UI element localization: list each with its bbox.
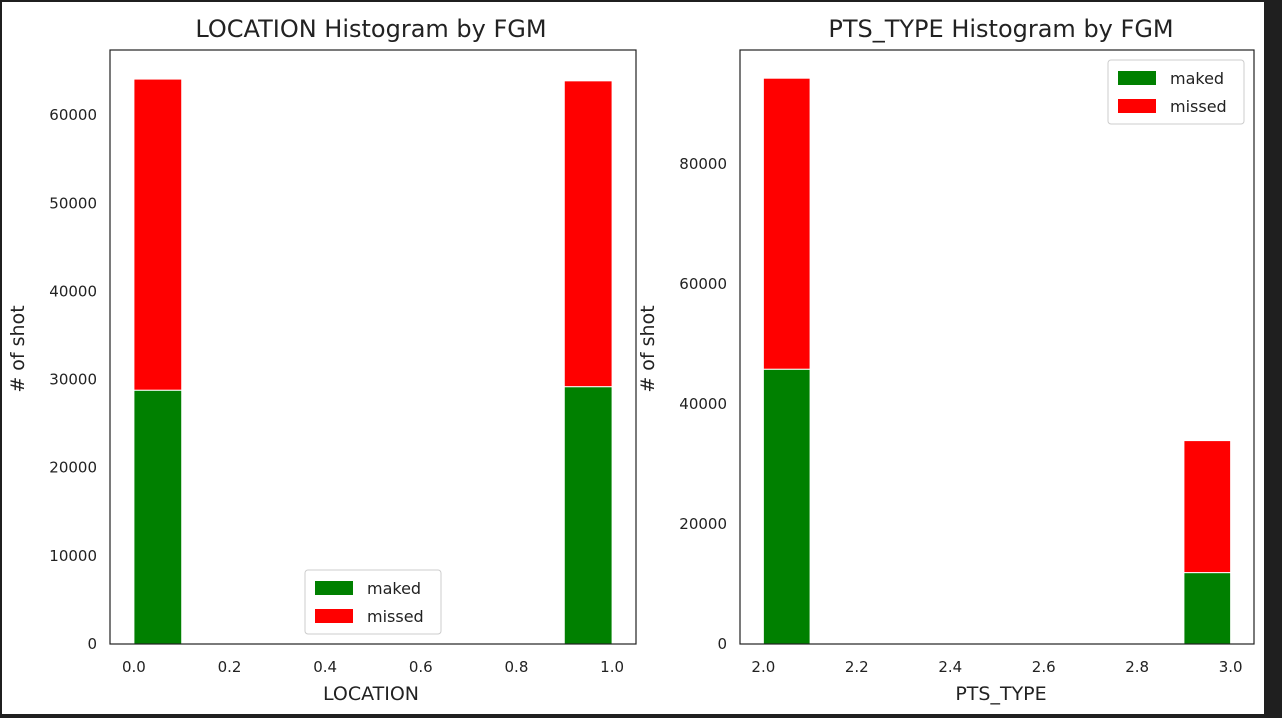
- y-tick-label: 0: [87, 635, 97, 653]
- x-tick-label: 2.2: [845, 658, 869, 676]
- x-tick-label: 0.6: [409, 658, 433, 676]
- y-tick-label: 20000: [679, 515, 727, 533]
- legend-swatch-maked: [315, 581, 353, 595]
- x-ticks: 2.0 2.2 2.4 2.6 2.8 3.0: [751, 658, 1242, 676]
- x-tick-label: 2.0: [751, 658, 775, 676]
- legend-swatch-missed: [315, 609, 353, 623]
- x-tick-label: 3.0: [1219, 658, 1243, 676]
- bars: [133, 78, 613, 645]
- y-tick-label: 30000: [49, 371, 97, 389]
- legend: maked missed: [304, 569, 442, 635]
- legend-label-maked: maked: [367, 579, 421, 598]
- x-tick-label: 2.6: [1032, 658, 1056, 676]
- y-tick-label: 40000: [49, 282, 97, 300]
- y-tick-label: 40000: [679, 395, 727, 413]
- y-axis-label: # of shot: [637, 305, 659, 392]
- legend-label-missed: missed: [1170, 97, 1227, 116]
- chart-location: LOCATION Histogram by FGM LOCATION # of …: [7, 15, 637, 705]
- bar-missed-1: [563, 80, 613, 388]
- x-tick-label: 2.8: [1125, 658, 1149, 676]
- x-ticks: 0.0 0.2 0.4 0.6 0.8 1.0: [122, 658, 624, 676]
- y-ticks: 0 20000 40000 60000 80000: [679, 155, 727, 653]
- x-tick-label: 0.2: [218, 658, 242, 676]
- x-tick-label: 1.0: [600, 658, 624, 676]
- y-tick-label: 50000: [49, 194, 97, 212]
- y-tick-label: 60000: [49, 106, 97, 124]
- x-tick-label: 2.4: [938, 658, 962, 676]
- figure-canvas: LOCATION Histogram by FGM LOCATION # of …: [7, 15, 1255, 705]
- plot-area: [739, 49, 1255, 645]
- bar-maked-1: [563, 386, 613, 645]
- plot-area: [109, 49, 637, 645]
- bar-missed-0: [762, 77, 811, 370]
- y-ticks: 0 10000 20000 30000 40000 50000 60000: [49, 106, 97, 653]
- x-tick-label: 0.8: [505, 658, 529, 676]
- x-tick-label: 0.4: [313, 658, 337, 676]
- y-tick-label: 10000: [49, 547, 97, 565]
- x-axis-label: PTS_TYPE: [955, 683, 1046, 705]
- chart-pts-type: PTS_TYPE Histogram by FGM PTS_TYPE # of …: [637, 15, 1255, 705]
- x-tick-label: 0.0: [122, 658, 146, 676]
- y-tick-label: 80000: [679, 155, 727, 173]
- bars: [762, 77, 1232, 645]
- bar-maked-0: [133, 389, 183, 645]
- chart-title: PTS_TYPE Histogram by FGM: [828, 15, 1173, 43]
- y-axis-label: # of shot: [7, 305, 29, 392]
- figure: LOCATION Histogram by FGM LOCATION # of …: [2, 2, 1264, 714]
- legend-swatch-missed: [1118, 99, 1156, 113]
- y-tick-label: 0: [717, 635, 727, 653]
- bar-maked-0: [762, 368, 811, 645]
- bar-missed-1: [1183, 440, 1232, 574]
- legend-label-maked: maked: [1170, 69, 1224, 88]
- bar-missed-0: [133, 78, 183, 391]
- x-axis-label: LOCATION: [323, 683, 419, 705]
- legend-label-missed: missed: [367, 607, 424, 626]
- y-tick-label: 60000: [679, 275, 727, 293]
- y-tick-label: 20000: [49, 459, 97, 477]
- bar-maked-1: [1183, 572, 1232, 645]
- legend: maked missed: [1107, 59, 1245, 125]
- legend-swatch-maked: [1118, 71, 1156, 85]
- chart-title: LOCATION Histogram by FGM: [195, 15, 546, 43]
